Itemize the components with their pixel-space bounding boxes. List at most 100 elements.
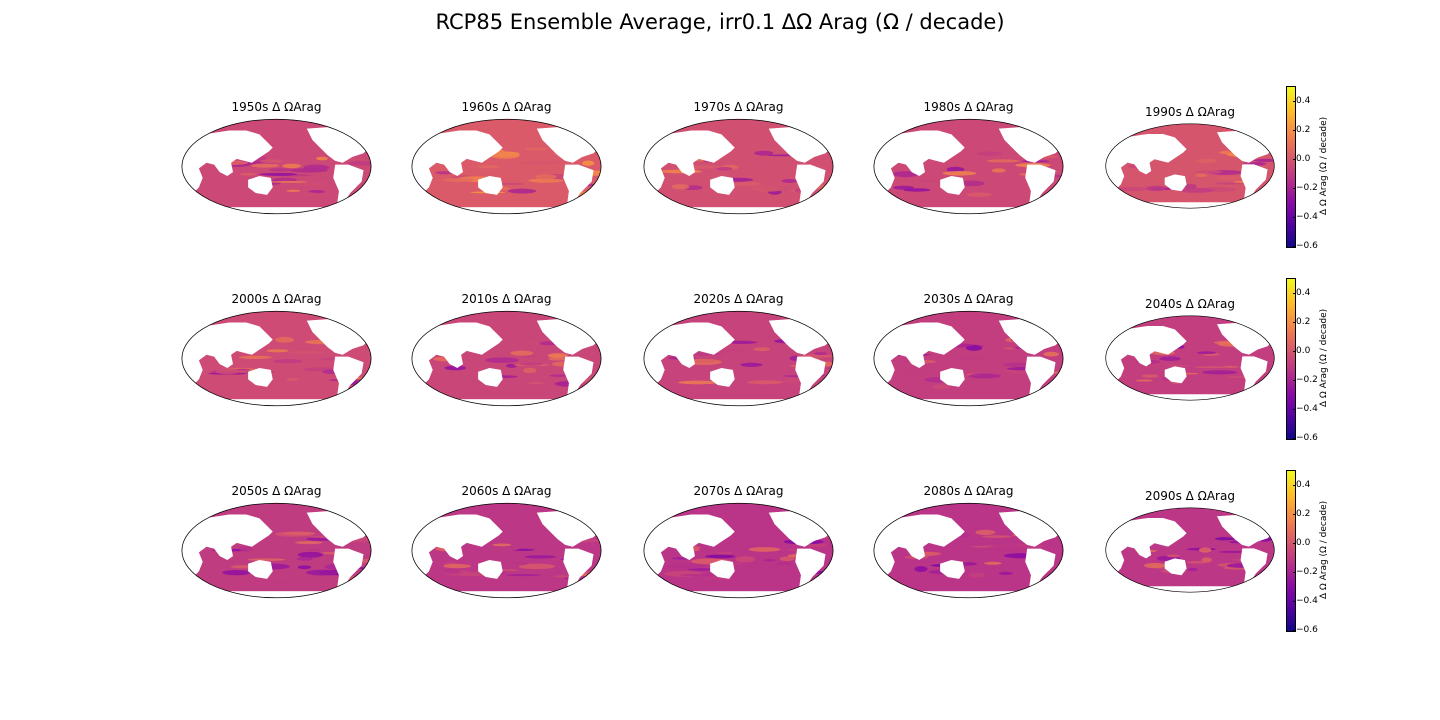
colorbar-tick-label: 0.2	[1292, 124, 1311, 135]
anomaly-patch	[268, 180, 308, 183]
anomaly-patch	[1218, 550, 1247, 553]
ocean-map	[1105, 507, 1275, 593]
anomaly-patch	[775, 562, 792, 565]
anomaly-patch	[1141, 374, 1159, 378]
colorbar-tick-label: 0.4	[1292, 479, 1311, 490]
ocean-map	[411, 502, 602, 599]
land-mask	[873, 514, 965, 577]
anomaly-patch	[1202, 370, 1238, 375]
panel-title: 1990s Δ ΩArag	[1145, 105, 1235, 119]
map-border	[181, 502, 372, 599]
anomaly-patch	[1195, 170, 1223, 174]
anomaly-patch	[1158, 548, 1169, 553]
ocean-map	[873, 118, 1064, 215]
colorbar: 0.4 0.2 0.0 −0.2 −0.4 −0.6 Δ Ω Arag (Ω / decad…	[1286, 86, 1366, 251]
colorbar-tick-label: 0.0	[1292, 537, 1311, 548]
anomaly-patch	[814, 352, 828, 356]
panel-title: 2080s Δ ΩArag	[923, 484, 1014, 498]
map-border	[181, 118, 372, 215]
anomaly-patch	[1187, 561, 1208, 564]
map-panel: 1980s Δ ΩArag	[872, 100, 1065, 219]
anomaly-patch	[942, 171, 977, 176]
anomaly-patch	[984, 561, 1002, 565]
anomaly-patch	[444, 365, 467, 371]
panel-title: 1950s Δ ΩArag	[231, 100, 322, 114]
land-mask	[181, 322, 273, 385]
colorbar-tick-label: 0.4	[1292, 287, 1311, 298]
anomaly-patch	[1195, 158, 1217, 163]
land-mask	[248, 175, 273, 195]
anomaly-patch	[680, 574, 713, 577]
land-mask	[333, 356, 364, 397]
colorbar-tick-label: 0.0	[1292, 153, 1311, 164]
panel-title: 2010s Δ ΩArag	[461, 292, 552, 306]
anomaly-patch	[802, 543, 828, 547]
land-mask	[795, 356, 826, 397]
ocean-map	[643, 118, 834, 215]
anomaly-patch	[671, 184, 690, 190]
anomaly-patch	[535, 174, 557, 180]
anomaly-patch	[490, 152, 520, 159]
anomaly-patch	[719, 349, 744, 353]
anomaly-patch	[764, 559, 776, 562]
anomaly-patch	[966, 192, 993, 197]
anomaly-patch	[1177, 187, 1215, 193]
land-mask	[1164, 366, 1187, 384]
anomaly-patch	[1167, 364, 1190, 367]
map-panel: 1970s Δ ΩArag	[642, 100, 835, 219]
ocean-map	[181, 310, 372, 407]
anomaly-patch	[442, 177, 474, 183]
anomaly-patch	[505, 574, 541, 577]
colorbar-gradient	[1286, 86, 1296, 248]
colorbar-label: Δ Ω Arag (Ω / decade)	[1319, 308, 1329, 408]
land-mask	[643, 130, 735, 193]
anomaly-patch	[286, 378, 300, 381]
land-mask	[1025, 356, 1056, 397]
colorbar-tick-label: 0.2	[1292, 316, 1311, 327]
anomaly-patch	[914, 566, 928, 572]
map-border	[1105, 123, 1275, 209]
land-mask	[643, 591, 834, 598]
anomaly-patch	[508, 188, 537, 194]
land-mask	[873, 130, 965, 193]
anomaly-patch	[505, 363, 518, 368]
anomaly-patch	[297, 565, 312, 570]
land-mask	[873, 399, 1064, 406]
ocean-map	[181, 502, 372, 599]
anomaly-patch	[477, 164, 500, 169]
map-border	[873, 310, 1064, 407]
anomaly-patch	[932, 384, 951, 390]
land-mask	[563, 548, 594, 589]
colorbar-tick-label: −0.6	[1293, 433, 1318, 443]
anomaly-patch	[986, 545, 1027, 552]
colorbar-tick-label: −0.2	[1293, 566, 1318, 577]
anomaly-patch	[347, 161, 372, 166]
anomaly-patch	[548, 356, 566, 361]
colorbar-tick-label: −0.2	[1293, 182, 1318, 193]
anomaly-patch	[1146, 185, 1167, 192]
anomaly-patch	[268, 168, 293, 172]
anomaly-patch	[238, 355, 272, 359]
anomaly-patch	[782, 378, 801, 384]
land-mask	[411, 322, 503, 385]
land-mask	[643, 399, 834, 406]
land-mask	[181, 591, 372, 598]
map-border	[411, 118, 602, 215]
land-mask	[478, 175, 503, 195]
anomaly-patch	[716, 166, 733, 171]
anomaly-patch	[1198, 547, 1212, 553]
figure-title: RCP85 Ensemble Average, irr0.1 ΔΩ Arag (…	[435, 10, 1005, 34]
anomaly-patch	[1187, 568, 1199, 572]
map-panel: 2000s Δ ΩArag	[180, 292, 373, 411]
panel-title: 2090s Δ ΩArag	[1145, 489, 1235, 503]
anomaly-patch	[443, 564, 472, 569]
anomaly-patch	[523, 367, 537, 374]
land-mask	[710, 367, 735, 387]
land-mask	[478, 367, 503, 387]
colorbar-tick-label: −0.4	[1293, 403, 1318, 414]
colorbar-label: Δ Ω Arag (Ω / decade)	[1319, 116, 1329, 216]
anomaly-patch	[1135, 379, 1153, 382]
anomaly-patch	[727, 340, 758, 345]
anomaly-patch	[546, 158, 566, 164]
colorbar-tick-label: 0.4	[1292, 95, 1311, 106]
